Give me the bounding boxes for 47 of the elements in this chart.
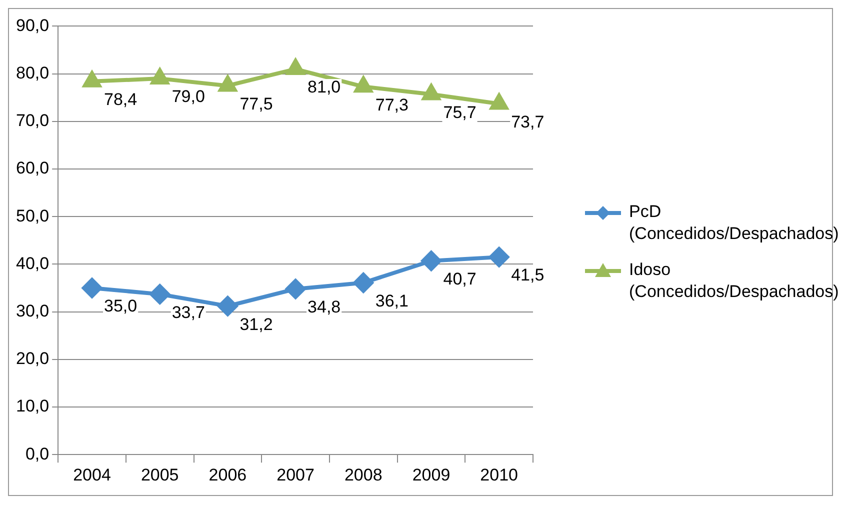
y-tick-label: 30,0 [16, 301, 50, 320]
point [218, 76, 237, 92]
y-tick-label: 40,0 [16, 254, 50, 273]
y-tick-label: 70,0 [16, 111, 50, 130]
point [490, 94, 508, 110]
data-label: 34,8 [308, 298, 341, 317]
y-tick-label: 80,0 [16, 63, 50, 82]
point [354, 76, 372, 93]
x-tick-label: 2010 [480, 465, 518, 484]
point [83, 71, 101, 88]
point [489, 247, 510, 268]
data-label: 41,5 [511, 266, 544, 285]
x-tick-label: 2008 [344, 465, 382, 484]
data-label: 79,0 [172, 87, 205, 106]
legend-label: PcD (Concedidos/Despachados) [629, 201, 839, 245]
data-label: 35,0 [104, 296, 138, 316]
point [286, 278, 306, 299]
y-tick-label: 20,0 [16, 349, 50, 368]
y-tick-label: 60,0 [16, 158, 50, 178]
point [82, 278, 102, 298]
y-tick-label: 50,0 [16, 206, 50, 226]
x-tick-label: 2007 [276, 465, 314, 484]
y-tick-label: 0,0 [25, 444, 50, 464]
data-label: 77,5 [240, 94, 273, 114]
y-tick-label: 10,0 [16, 396, 50, 416]
data-label: 73,7 [511, 112, 544, 132]
point [421, 250, 442, 271]
point [422, 84, 440, 100]
point [286, 59, 304, 76]
data-label: 75,7 [443, 102, 476, 122]
data-label: 33,7 [172, 302, 205, 322]
point [150, 284, 170, 304]
data-label: 77,3 [375, 95, 408, 114]
data-label: 31,2 [240, 314, 273, 334]
data-label: 81,0 [308, 78, 341, 97]
data-label: 40,7 [443, 270, 476, 289]
data-label: 36,1 [375, 291, 408, 310]
point [150, 68, 169, 85]
point [353, 272, 374, 293]
x-tick-label: 2006 [208, 465, 247, 484]
x-tick-label: 2005 [140, 465, 179, 484]
y-tick-label: 90,0 [16, 16, 50, 35]
data-label: 78,4 [104, 90, 138, 110]
x-tick-label: 2009 [412, 465, 450, 484]
legend-label: Idoso (Concedidos/Despachados) [629, 259, 839, 303]
point [218, 296, 238, 316]
x-tick-label: 2004 [73, 465, 111, 484]
